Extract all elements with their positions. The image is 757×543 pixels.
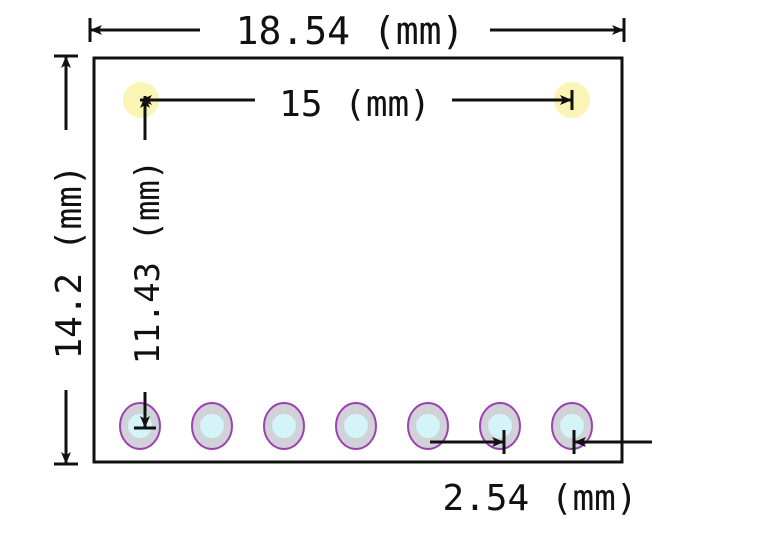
dimension-hole-to-pin-row: 11.43 (mm): [128, 96, 168, 430]
pin-drill-hole: [416, 414, 440, 438]
dimension-mount-hole-spacing: 15 (mm): [140, 84, 574, 125]
dimension-pin-pitch: 2.54 (mm): [430, 430, 652, 519]
pin-drill-hole: [200, 414, 224, 438]
dim-label-pin-pitch: 2.54 (mm): [442, 478, 637, 519]
dimension-board-width: 18.54 (mm): [88, 9, 626, 53]
pin-drill-hole: [344, 414, 368, 438]
dimension-board-height: 14.2 (mm): [49, 54, 90, 466]
dim-label-board-height: 14.2 (mm): [49, 164, 90, 359]
dim-label-board-width: 18.54 (mm): [236, 9, 465, 53]
pin-drill-hole: [560, 414, 584, 438]
dim-label-mount-hole-spacing: 15 (mm): [279, 84, 431, 125]
board-outline: [92, 56, 624, 464]
pin-drill-hole: [272, 414, 296, 438]
dim-label-hole-to-pin-row: 11.43 (mm): [128, 160, 168, 365]
pin-drill-hole: [488, 414, 512, 438]
pin-header-row: [119, 402, 593, 450]
pin-drill-hole: [128, 414, 152, 438]
